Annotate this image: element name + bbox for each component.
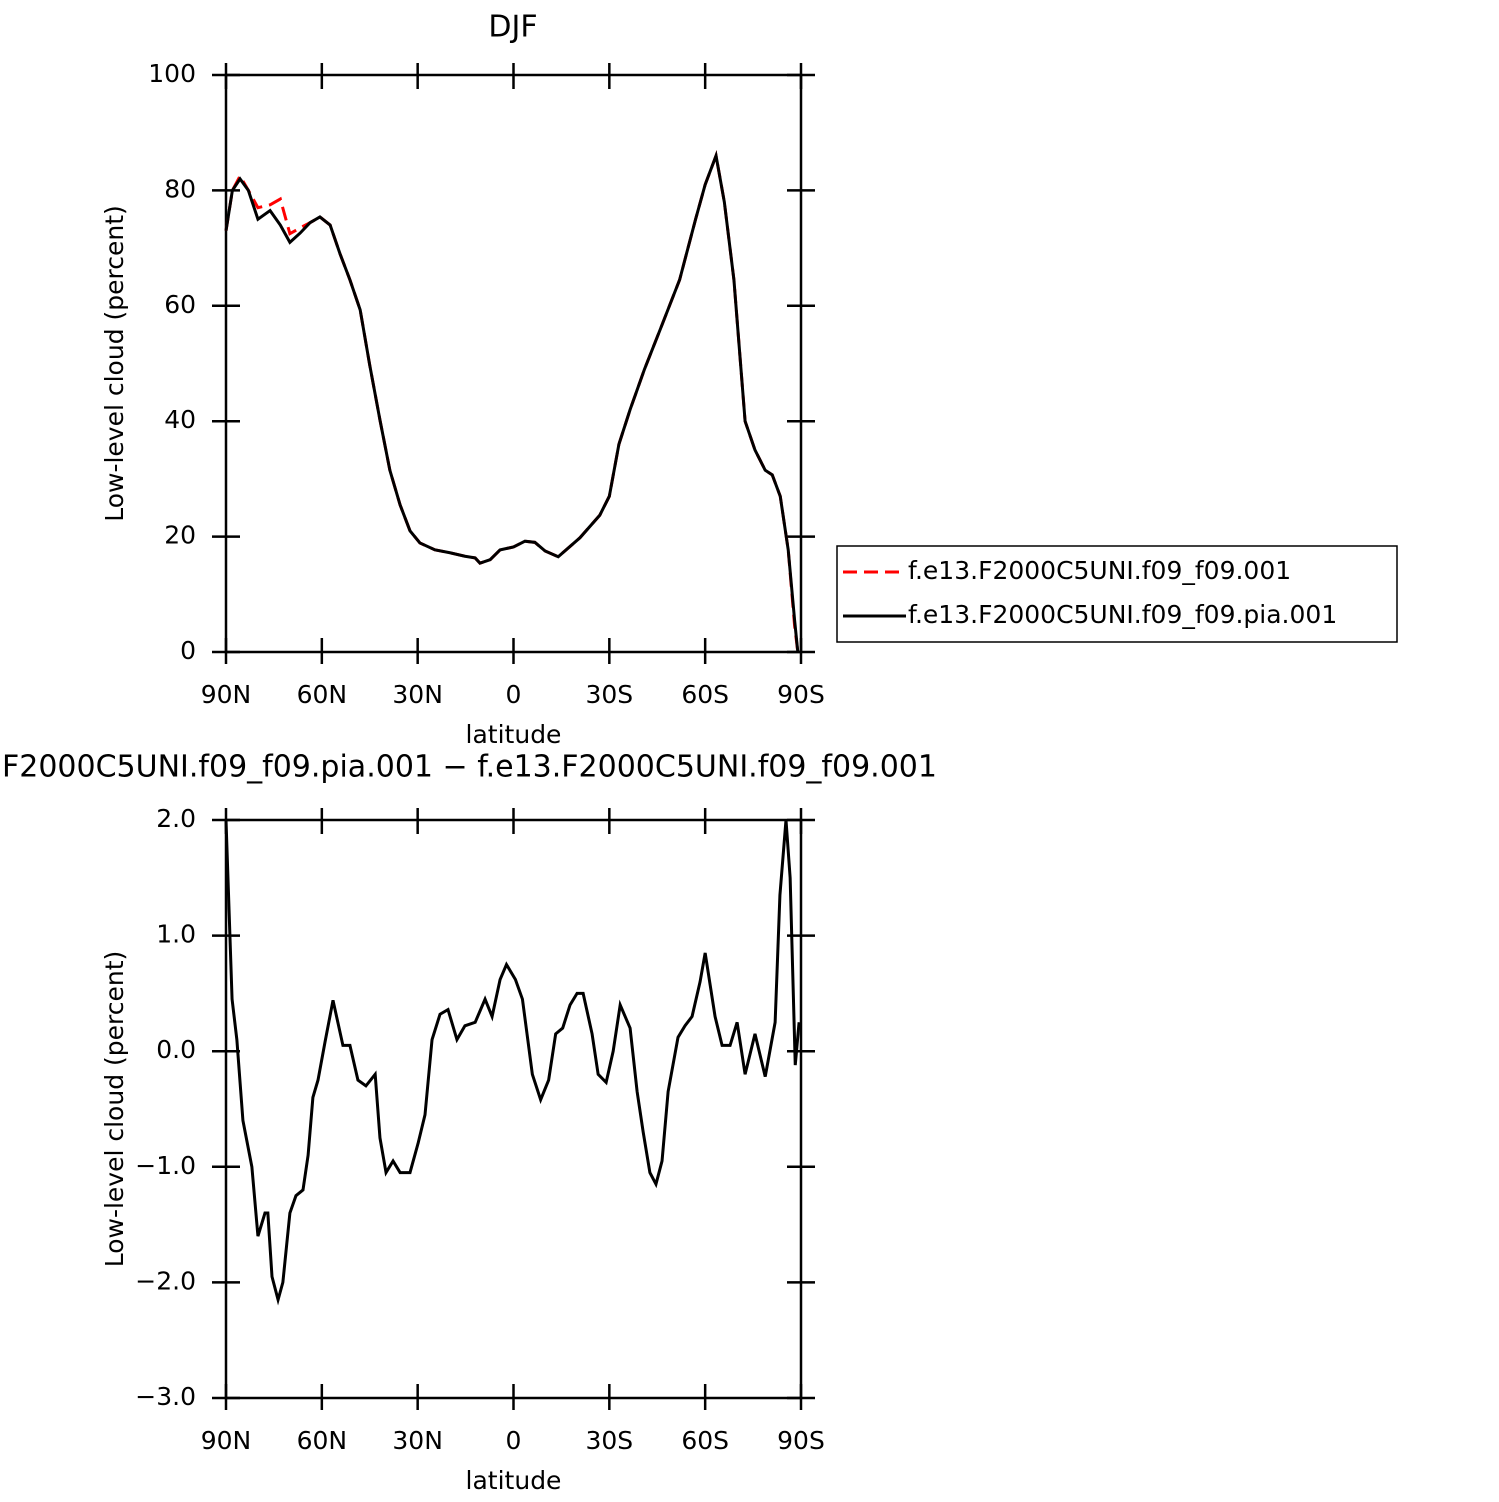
x-axis-label: latitude [466,720,562,749]
chart-title: DJF [488,10,537,45]
y-tick-label: 40 [164,405,196,434]
chart-title: F2000C5UNI.f09_f09.pia.001 − f.e13.F2000… [2,750,937,785]
y-tick-label: −1.0 [135,1151,196,1180]
y-tick-label: 0.0 [156,1035,196,1064]
y-tick-label: −3.0 [135,1382,196,1411]
x-tick-label: 30N [392,680,443,709]
x-axis-label: latitude [466,1466,562,1495]
x-tick-label: 30S [585,1426,633,1455]
y-tick-label: 0 [180,636,196,665]
x-tick-label: 30N [392,1426,443,1455]
data-line [224,150,800,653]
x-tick-label: 90S [777,1426,825,1455]
x-tick-label: 30S [585,680,633,709]
legend-box [836,545,1398,643]
y-axis-label: Low-level cloud (percent) [100,205,129,522]
y-tick-label: −2.0 [135,1266,196,1295]
y-tick-label: 2.0 [156,804,196,833]
x-tick-label: 60S [681,680,729,709]
x-tick-label: 60N [297,1426,348,1455]
legend-label: f.e13.F2000C5UNI.f09_f09.pia.001 [908,600,1337,629]
y-tick-label: 1.0 [156,920,196,949]
y-tick-label: 20 [164,521,196,550]
data-line [224,150,800,653]
data-line [224,819,801,1306]
y-axis-label: Low-level cloud (percent) [100,951,129,1268]
x-tick-label: 0 [506,680,522,709]
y-tick-label: 100 [148,59,196,88]
x-tick-label: 90S [777,680,825,709]
x-tick-label: 90N [201,1426,252,1455]
y-tick-label: 80 [164,174,196,203]
x-tick-label: 60S [681,1426,729,1455]
x-tick-label: 90N [201,680,252,709]
x-tick-label: 0 [506,1426,522,1455]
x-tick-label: 60N [297,680,348,709]
legend-label: f.e13.F2000C5UNI.f09_f09.001 [908,556,1291,585]
y-tick-label: 60 [164,290,196,319]
